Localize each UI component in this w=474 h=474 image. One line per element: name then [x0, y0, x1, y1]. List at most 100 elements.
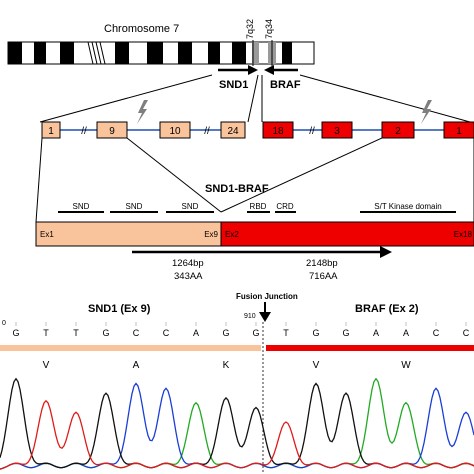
- breakpoint-lightning-icon: [137, 100, 148, 124]
- fusion-exon-label: Ex9: [204, 230, 218, 239]
- snd1-exon-24: [220, 121, 246, 139]
- chromosome-band: [60, 42, 74, 64]
- chromosome-band: [282, 42, 292, 64]
- fusion-braf-segment: [220, 221, 474, 247]
- exon-number: 9: [109, 126, 115, 137]
- arrowhead: [264, 65, 274, 75]
- braf-length-bp: 2148bp: [306, 258, 338, 269]
- trace-T: [0, 399, 474, 470]
- snd1-length-aa: 343AA: [174, 271, 203, 282]
- fusion-junction-label: Fusion Junction: [236, 292, 298, 301]
- chromosome-ideogram: Chromosome 7 7q32 7q34: [7, 19, 315, 66]
- chromosome-band-7q32: [252, 42, 259, 64]
- braf-sequence-bar: [266, 345, 474, 351]
- braf-chromatogram-title: BRAF (Ex 2): [355, 303, 419, 315]
- amino-acid: V: [313, 360, 320, 371]
- exon-number: 1: [456, 126, 462, 137]
- fusion-zoom-lines: [35, 137, 474, 223]
- snd1-exon-1: [41, 121, 61, 139]
- fusion-snd1-segment: [35, 221, 222, 247]
- chromosome-band: [178, 42, 192, 64]
- chromosome-band: [147, 42, 163, 64]
- amino-acid: K: [223, 360, 230, 371]
- braf-exon-2: [381, 121, 415, 139]
- base-call: G: [252, 328, 259, 338]
- exon-number: 18: [272, 126, 284, 137]
- fusion-exon-label: Ex1: [40, 230, 54, 239]
- base-call: G: [222, 328, 229, 338]
- base-call: G: [12, 328, 19, 338]
- chromosome-band: [115, 42, 129, 64]
- arrowhead: [248, 65, 258, 75]
- base-call: T: [43, 328, 49, 338]
- amino-acid: A: [133, 360, 140, 371]
- braf-exon-1: [443, 121, 474, 139]
- fusion-title: SND1-BRAF: [205, 183, 269, 195]
- domain-label: RBD: [250, 202, 267, 211]
- breakpoint-lightning-icon: [421, 100, 432, 124]
- chromatogram-panel: Fusion Junction SND1 (Ex 9) BRAF (Ex 2) …: [0, 292, 474, 474]
- break-symbol: //: [309, 126, 315, 137]
- break-symbol: //: [81, 126, 87, 137]
- snd1-exon-10: [159, 121, 191, 139]
- chromosome-band: [208, 42, 220, 64]
- chromosome-band: [232, 42, 246, 64]
- amino-acid: V: [43, 360, 50, 371]
- zoom-lines: [39, 74, 471, 123]
- exon-number: 1: [48, 126, 54, 137]
- base-call: C: [463, 328, 470, 338]
- base-call: T: [73, 328, 79, 338]
- arrowhead: [380, 246, 392, 258]
- snd1-sequence-bar: [0, 345, 261, 351]
- braf-gene-label: BRAF: [270, 79, 301, 91]
- base-call: A: [373, 328, 379, 338]
- domain-label: SND: [126, 202, 143, 211]
- domain-label: S/T Kinase domain: [374, 202, 441, 211]
- base-call: C: [133, 328, 140, 338]
- band-label-7q34: 7q34: [264, 19, 274, 39]
- exon-number: 10: [169, 126, 181, 137]
- exon-number: 24: [227, 126, 239, 137]
- exon-number: 2: [395, 126, 401, 137]
- band-label-7q32: 7q32: [245, 19, 255, 39]
- base-call: G: [312, 328, 319, 338]
- braf-exon-map: 18 // 3 2 1: [262, 100, 474, 139]
- chromosome-label: Chromosome 7: [104, 23, 179, 35]
- domain-label: CRD: [276, 202, 294, 211]
- snd1-exon-map: 1 // 9 10 // 24: [41, 100, 246, 139]
- braf-length-aa: 716AA: [309, 271, 338, 282]
- base-call: C: [433, 328, 440, 338]
- junction-arrowhead: [259, 312, 271, 322]
- base-call: C: [163, 328, 170, 338]
- base-call: A: [403, 328, 409, 338]
- break-symbol: //: [204, 126, 210, 137]
- sequence-position: 0: [2, 320, 6, 327]
- fusion-exon-label: Ex2: [225, 230, 239, 239]
- base-call: A: [193, 328, 199, 338]
- fusion-transcript: SND1-BRAF SND SND SND RBD CRD S/T Kinase…: [35, 183, 474, 282]
- exon-number: 3: [334, 126, 340, 137]
- gene-orientation: SND1 BRAF: [218, 65, 301, 91]
- base-call: T: [283, 328, 289, 338]
- base-call: G: [102, 328, 109, 338]
- trace-C: [0, 382, 474, 470]
- chromosome-band: [8, 42, 22, 64]
- sequence-position: 910: [244, 313, 256, 320]
- snd1-length-bp: 1264bp: [172, 258, 204, 269]
- fusion-exon-label: Ex18: [454, 230, 473, 239]
- braf-exon-18: [262, 121, 294, 139]
- domain-label: SND: [73, 202, 90, 211]
- amino-acid: W: [401, 360, 411, 371]
- chromosome-band: [34, 42, 46, 64]
- chromosome-centromere: [87, 41, 106, 65]
- chromatogram-traces: [0, 377, 474, 470]
- snd1-exon-9: [96, 121, 128, 139]
- snd1-chromatogram-title: SND1 (Ex 9): [88, 303, 151, 315]
- braf-exon-3: [321, 121, 353, 139]
- domain-label: SND: [182, 202, 199, 211]
- base-call: G: [342, 328, 349, 338]
- amino-acid-row: VAKVWN: [43, 360, 412, 371]
- snd1-gene-label: SND1: [219, 79, 248, 91]
